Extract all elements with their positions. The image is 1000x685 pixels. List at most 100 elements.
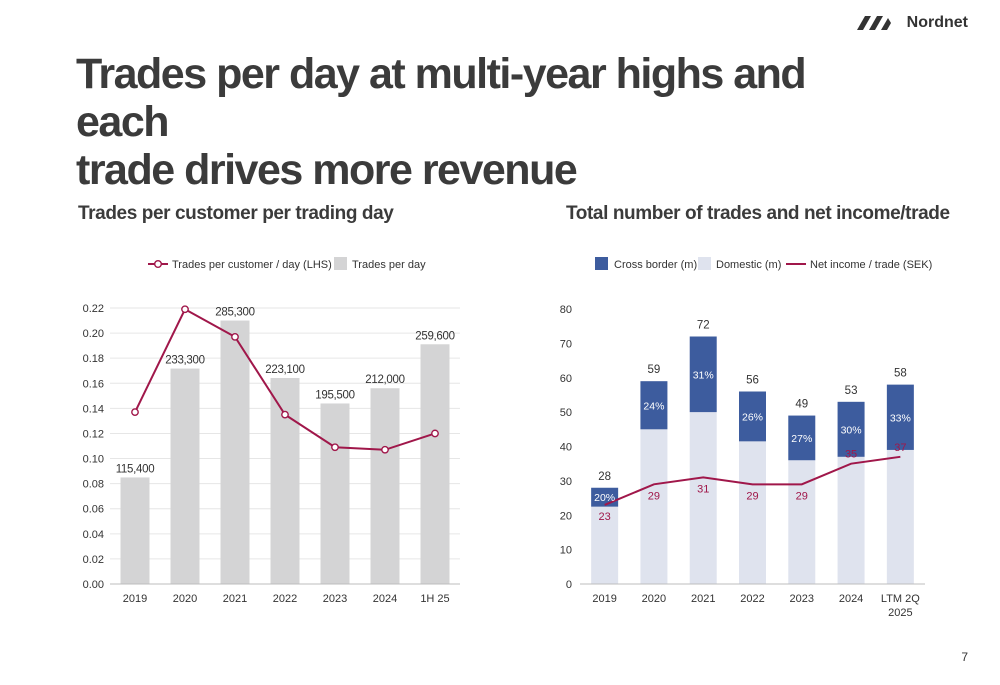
nordnet-logo-icon bbox=[856, 16, 891, 30]
trades-per-customer-point bbox=[131, 408, 139, 417]
cross-border-bar bbox=[837, 401, 865, 457]
right-x-tick-label: 2022 bbox=[740, 593, 764, 605]
trades-per-customer-chart: Trades per customer / day (LHS) Trades p… bbox=[83, 257, 460, 605]
domestic-bar bbox=[591, 506, 619, 584]
left-legend: Trades per customer / day (LHS) Trades p… bbox=[148, 257, 426, 271]
domestic-bar bbox=[886, 449, 914, 584]
cross-border-share-label: 26% bbox=[742, 411, 763, 423]
right-y-tick-label: 10 bbox=[560, 545, 572, 557]
right-legend: Cross border (m) Domestic (m) Net income… bbox=[595, 257, 932, 271]
right-y-tick-label: 50 bbox=[560, 407, 572, 419]
trades-per-day-bar bbox=[170, 368, 200, 584]
right-y-tick-label: 30 bbox=[560, 476, 572, 488]
left-x-tick-label: 2024 bbox=[373, 593, 397, 605]
left-x-tick-label: 2020 bbox=[173, 593, 197, 605]
cross-border-bar bbox=[739, 391, 766, 442]
left-y-tick-label: 0.04 bbox=[83, 529, 104, 541]
legend-domestic-swatch bbox=[698, 257, 711, 270]
trades-per-customer-point bbox=[231, 332, 239, 341]
right-y-tick-label: 60 bbox=[560, 373, 572, 385]
cross-border-share-label: 20% bbox=[594, 492, 615, 504]
trades-per-day-label: 212,000 bbox=[365, 374, 404, 386]
page-title-line-2: trade drives more revenue bbox=[76, 146, 578, 194]
trades-per-day-label: 259,600 bbox=[415, 330, 454, 342]
left-y-tick-label: 0.06 bbox=[83, 504, 104, 516]
trades-per-day-label: 195,500 bbox=[315, 389, 354, 401]
trades-per-day-bar bbox=[320, 403, 350, 584]
trades-per-customer-point bbox=[181, 305, 189, 314]
total-trades-chart: Cross border (m) Domestic (m) Net income… bbox=[560, 257, 932, 619]
right-x-tick-label: 2024 bbox=[839, 593, 863, 605]
legend-income-label: Net income / trade (SEK) bbox=[810, 259, 932, 271]
left-y-tick-label: 0.08 bbox=[83, 479, 104, 491]
net-income-label: 29 bbox=[796, 490, 808, 502]
net-income-label: 35 bbox=[845, 449, 857, 461]
cross-border-share-label: 27% bbox=[791, 433, 812, 445]
cross-border-share-label: 33% bbox=[890, 412, 911, 424]
left-y-tick-label: 0.10 bbox=[83, 454, 104, 466]
page-title-line-1: Trades per day at multi-year highs and e… bbox=[76, 50, 807, 146]
right-chart-subtitle: Total number of trades and net income/tr… bbox=[566, 203, 950, 224]
page-title: Trades per day at multi-year highs and e… bbox=[76, 50, 896, 194]
left-y-tick-label: 0.00 bbox=[83, 579, 104, 591]
right-x-tick-label: 2023 bbox=[790, 593, 814, 605]
legend-line-marker bbox=[153, 259, 162, 268]
left-chart-subtitle: Trades per customer per trading day bbox=[78, 203, 394, 224]
trades-per-day-bar bbox=[120, 477, 150, 584]
total-trades-label: 72 bbox=[697, 320, 710, 332]
legend-bar-label: Trades per day bbox=[352, 259, 426, 271]
trades-per-customer-point bbox=[381, 445, 389, 454]
left-y-tick-label: 0.02 bbox=[83, 554, 104, 566]
left-y-tick-label: 0.20 bbox=[83, 328, 104, 340]
right-x-tick-label: LTM 2Q bbox=[881, 593, 920, 605]
left-y-tick-label: 0.22 bbox=[83, 303, 104, 315]
trades-per-day-bar bbox=[420, 344, 450, 584]
total-trades-label: 59 bbox=[648, 364, 661, 376]
left-x-tick-label: 2023 bbox=[323, 593, 347, 605]
cross-border-share-label: 31% bbox=[693, 369, 714, 381]
right-x-tick-label: 2019 bbox=[592, 593, 616, 605]
brand-logo: Nordnet bbox=[856, 14, 968, 32]
trades-per-day-label: 115,400 bbox=[116, 463, 155, 475]
cross-border-share-label: 30% bbox=[841, 424, 862, 436]
total-trades-label: 58 bbox=[894, 368, 907, 380]
right-y-tick-label: 80 bbox=[560, 304, 572, 316]
right-x-tick-label: 2021 bbox=[691, 593, 715, 605]
left-y-tick-label: 0.12 bbox=[83, 428, 104, 440]
cross-border-bar bbox=[640, 381, 668, 430]
legend-cross-swatch bbox=[595, 257, 608, 270]
domestic-bar bbox=[640, 429, 668, 584]
trades-per-day-label: 285,300 bbox=[215, 307, 254, 319]
domestic-bar bbox=[837, 456, 865, 584]
right-x-tick-label: 2020 bbox=[642, 593, 666, 605]
total-trades-label: 56 bbox=[746, 375, 759, 387]
left-x-tick-label: 2022 bbox=[273, 593, 297, 605]
left-x-tick-label: 2021 bbox=[223, 593, 247, 605]
net-income-label: 37 bbox=[894, 442, 906, 454]
net-income-label: 29 bbox=[648, 490, 660, 502]
left-x-tick-label: 1H 25 bbox=[420, 593, 449, 605]
net-income-label: 29 bbox=[746, 490, 758, 502]
cross-border-share-label: 24% bbox=[643, 400, 664, 412]
trades-per-customer-point bbox=[431, 429, 439, 438]
legend-domestic-label: Domestic (m) bbox=[716, 259, 781, 271]
cross-border-bar bbox=[689, 336, 717, 413]
trades-per-day-bar bbox=[270, 377, 300, 584]
right-y-tick-label: 20 bbox=[560, 510, 572, 522]
trades-per-day-label: 223,100 bbox=[265, 364, 304, 376]
trades-per-customer-point bbox=[331, 443, 339, 452]
left-y-tick-label: 0.16 bbox=[83, 378, 104, 390]
page-number: 7 bbox=[961, 650, 968, 664]
brand-name: Nordnet bbox=[906, 14, 968, 31]
total-trades-label: 28 bbox=[598, 471, 611, 483]
legend-cross-label: Cross border (m) bbox=[614, 259, 697, 271]
cross-border-bar bbox=[886, 384, 914, 450]
trades-per-customer-point bbox=[281, 410, 289, 419]
total-trades-label: 49 bbox=[795, 399, 808, 411]
total-trades-label: 53 bbox=[845, 385, 858, 397]
right-y-tick-label: 40 bbox=[560, 442, 572, 454]
net-income-label: 31 bbox=[697, 483, 709, 495]
right-y-tick-label: 0 bbox=[566, 579, 572, 591]
net-income-line bbox=[604, 455, 901, 506]
left-x-tick-label: 2019 bbox=[123, 593, 147, 605]
